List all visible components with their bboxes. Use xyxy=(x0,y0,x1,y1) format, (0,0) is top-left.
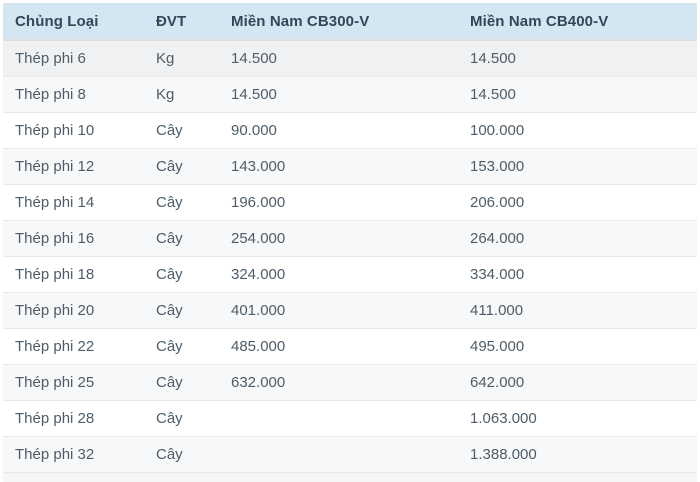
cell-cb300: 90.000 xyxy=(231,122,277,139)
cell-cb300: 143.000 xyxy=(231,158,286,175)
table-row: Thép phi 20 Cây 401.000 411.000 xyxy=(3,293,697,329)
cell-dvt: Kg xyxy=(156,50,175,67)
cell-cb400: 206.000 xyxy=(470,194,525,211)
cell-chung-loai: Thép phi 10 xyxy=(15,122,95,139)
cell-cb400: 14.500 xyxy=(470,86,516,103)
table-row-overflow xyxy=(3,473,697,482)
cell-cb300: 196.000 xyxy=(231,194,286,211)
cell-cb400: 1.063.000 xyxy=(470,410,537,427)
cell-cb400: 1.388.000 xyxy=(470,446,537,463)
cell-dvt: Cây xyxy=(156,266,183,283)
cell-cb400: 642.000 xyxy=(470,374,525,391)
cell-dvt: Cây xyxy=(156,302,183,319)
cell-chung-loai: Thép phi 20 xyxy=(15,302,95,319)
table-row: Thép phi 18 Cây 324.000 334.000 xyxy=(3,257,697,293)
cell-dvt: Cây xyxy=(156,338,183,355)
cell-chung-loai: Thép phi 14 xyxy=(15,194,95,211)
cell-cb400: 334.000 xyxy=(470,266,525,283)
cell-cb400: 411.000 xyxy=(470,302,524,319)
cell-dvt: Cây xyxy=(156,410,183,427)
cell-cb300: 632.000 xyxy=(231,374,286,391)
cell-cb300: 324.000 xyxy=(231,266,286,283)
table-row: Thép phi 10 Cây 90.000 100.000 xyxy=(3,113,697,149)
cell-chung-loai: Thép phi 12 xyxy=(15,158,95,175)
table-row: Thép phi 16 Cây 254.000 264.000 xyxy=(3,221,697,257)
cell-cb300: 14.500 xyxy=(231,86,277,103)
steel-price-table: Chủng Loại ĐVT Miền Nam CB300-V Miền Nam… xyxy=(3,3,697,482)
table-row: Thép phi 8 Kg 14.500 14.500 xyxy=(3,77,697,113)
table-row: Thép phi 12 Cây 143.000 153.000 xyxy=(3,149,697,185)
cell-dvt: Cây xyxy=(156,446,183,463)
cell-dvt: Cây xyxy=(156,194,183,211)
cell-cb400: 153.000 xyxy=(470,158,525,175)
column-header-mien-nam-cb300: Miền Nam CB300-V xyxy=(231,12,370,30)
cell-chung-loai: Thép phi 6 xyxy=(15,50,86,67)
cell-dvt: Kg xyxy=(156,86,175,103)
cell-cb300: 254.000 xyxy=(231,230,286,247)
cell-chung-loai: Thép phi 32 xyxy=(15,446,95,463)
table-row: Thép phi 14 Cây 196.000 206.000 xyxy=(3,185,697,221)
cell-chung-loai: Thép phi 28 xyxy=(15,410,95,427)
cell-chung-loai: Thép phi 22 xyxy=(15,338,95,355)
cell-chung-loai: Thép phi 16 xyxy=(15,230,95,247)
cell-cb300: 14.500 xyxy=(231,50,277,67)
cell-dvt: Cây xyxy=(156,230,183,247)
cell-dvt: Cây xyxy=(156,158,183,175)
cell-chung-loai: Thép phi 18 xyxy=(15,266,95,283)
table-row: Thép phi 25 Cây 632.000 642.000 xyxy=(3,365,697,401)
cell-cb300: 401.000 xyxy=(231,302,286,319)
table-row: Thép phi 6 Kg 14.500 14.500 xyxy=(3,41,697,77)
table-row: Thép phi 22 Cây 485.000 495.000 xyxy=(3,329,697,365)
table-row: Thép phi 32 Cây 1.388.000 xyxy=(3,437,697,473)
table-row: Thép phi 28 Cây 1.063.000 xyxy=(3,401,697,437)
cell-cb400: 14.500 xyxy=(470,50,516,67)
cell-cb300: 485.000 xyxy=(231,338,286,355)
cell-cb400: 100.000 xyxy=(470,122,525,139)
column-header-chung-loai: Chủng Loại xyxy=(15,12,99,30)
table-header-row: Chủng Loại ĐVT Miền Nam CB300-V Miền Nam… xyxy=(3,3,697,41)
table-body: Thép phi 6 Kg 14.500 14.500 Thép phi 8 K… xyxy=(3,41,697,473)
cell-chung-loai: Thép phi 8 xyxy=(15,86,86,103)
cell-dvt: Cây xyxy=(156,374,183,391)
cell-cb400: 495.000 xyxy=(470,338,525,355)
cell-cb400: 264.000 xyxy=(470,230,525,247)
column-header-mien-nam-cb400: Miền Nam CB400-V xyxy=(470,12,609,30)
column-header-dvt: ĐVT xyxy=(156,12,187,30)
cell-chung-loai: Thép phi 25 xyxy=(15,374,95,391)
cell-dvt: Cây xyxy=(156,122,183,139)
